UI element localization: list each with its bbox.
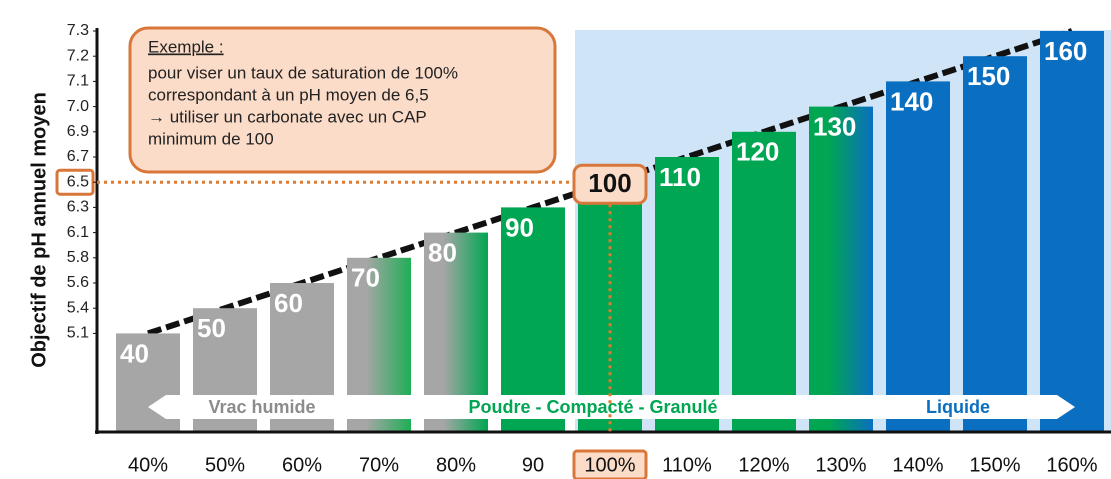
bar-label: 130 [813,111,856,141]
y-tick-label: 5.6 [67,274,89,291]
bar [655,157,719,432]
label-highlight [572,163,648,205]
y-tick-label: 6.7 [67,148,89,165]
band-label: Liquide [926,397,990,417]
x-tick-label: 40% [128,454,168,476]
band-label: Poudre - Compacté - Granulé [468,397,717,417]
bar [963,56,1027,432]
bar-label: 100 [588,168,631,198]
bar-label: 80 [428,237,457,267]
annotation-line: minimum de 100 [148,129,274,148]
annotation-line: → utiliser un carbonate avec un CAP [148,107,427,126]
y-tick-label: 7.2 [67,47,89,64]
bar-label: 70 [351,263,380,293]
y-tick-label: 6.1 [67,224,89,241]
annotation-box [128,26,557,174]
y-tick-label: 7.0 [67,98,89,115]
annotation-line: pour viser un taux de saturation de 100% [148,63,458,82]
y-tick-label: 7.3 [67,22,89,39]
annotation-title: Exemple : [148,37,224,56]
x-tick-label: 150% [969,454,1020,476]
bar-label: 120 [736,137,779,167]
y-tick-label: 7.1 [67,73,89,90]
x-tick-label: 160% [1046,454,1097,476]
y-tick-label: 6.3 [67,199,89,216]
bar-label: 60 [274,288,303,318]
bar [732,131,796,433]
x-label-highlight [572,449,648,479]
x-tick-label: 60% [282,454,322,476]
bar [501,207,565,432]
bar [1040,31,1104,432]
x-tick-label: 100% [584,454,635,476]
bar [809,106,873,432]
bar-label: 40 [120,338,149,368]
band-label: Vrac humide [208,397,315,417]
bar-label: 90 [505,212,534,242]
x-tick-label: 130% [815,454,866,476]
y-tick-label: 6.9 [67,123,89,140]
bar-label: 50 [197,313,226,343]
x-tick-label: 110% [662,454,712,476]
bar [886,81,950,433]
y-axis-label: Objectif de pH annuel moyen [28,92,50,368]
x-tick-label: 120% [738,454,789,476]
y-tick-label: 5.4 [67,299,89,316]
band-arrow [148,395,1075,419]
x-tick-label: 140% [892,454,943,476]
bar-label: 160 [1044,36,1087,66]
bar [578,182,642,432]
y-tick-label: 5.1 [67,325,89,342]
annotation-line: correspondant à un pH moyen de 6,5 [148,85,429,104]
y-tick-label: 6.5 [67,173,89,190]
bar-label: 110 [659,162,701,192]
bar-label: 150 [967,61,1010,91]
bar-label: 140 [890,86,933,116]
x-tick-label: 70% [359,454,399,476]
y-tick-label: 5.8 [67,249,89,266]
x-tick-label: 50% [205,454,245,476]
x-tick-label: 90 [522,454,544,476]
x-tick-label: 80% [436,454,476,476]
